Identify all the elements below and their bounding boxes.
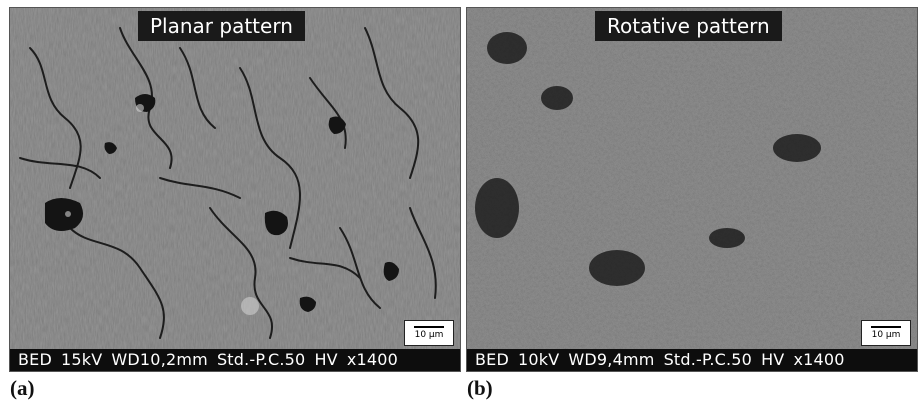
panel-rotative: Rotative pattern 10 µm BED 10kV WD9,4mm Std… bbox=[466, 7, 918, 372]
panel-title: Rotative pattern bbox=[595, 11, 782, 41]
info-magnification: x1400 bbox=[793, 350, 845, 369]
sem-info-bar: BED 15kV WD10,2mm Std.-P.C.50 HV x1400 bbox=[10, 349, 460, 371]
scale-bar-box: 10 µm bbox=[861, 320, 911, 346]
info-voltage: 10kV bbox=[518, 350, 560, 369]
scale-label: 10 µm bbox=[414, 330, 444, 340]
info-magnification: x1400 bbox=[346, 350, 399, 369]
info-working-distance: WD9,4mm bbox=[568, 350, 655, 369]
panel-planar: Planar pattern 10 µm BED 15kV WD10,2mm Std.… bbox=[9, 7, 461, 372]
info-mode: BED bbox=[475, 350, 510, 369]
micrograph-rotative bbox=[467, 8, 917, 351]
info-voltage: 15kV bbox=[61, 350, 103, 369]
caption-a: (a) bbox=[10, 376, 35, 400]
sem-info-bar: BED 10kV WD9,4mm Std.-P.C.50 HV x1400 bbox=[467, 349, 917, 371]
caption-b: (b) bbox=[467, 376, 493, 400]
scale-label: 10 µm bbox=[871, 330, 901, 340]
info-working-distance: WD10,2mm bbox=[111, 350, 208, 369]
info-mode: BED bbox=[18, 350, 53, 369]
scale-bar-box: 10 µm bbox=[404, 320, 454, 346]
micrograph-planar bbox=[10, 8, 460, 351]
info-vacuum: HV bbox=[761, 350, 785, 369]
panel-title: Planar pattern bbox=[138, 11, 305, 41]
scale-bar bbox=[414, 326, 444, 328]
info-probe: Std.-P.C.50 bbox=[663, 350, 753, 369]
info-vacuum: HV bbox=[314, 350, 338, 369]
info-probe: Std.-P.C.50 bbox=[216, 350, 306, 369]
scale-bar bbox=[871, 326, 901, 328]
